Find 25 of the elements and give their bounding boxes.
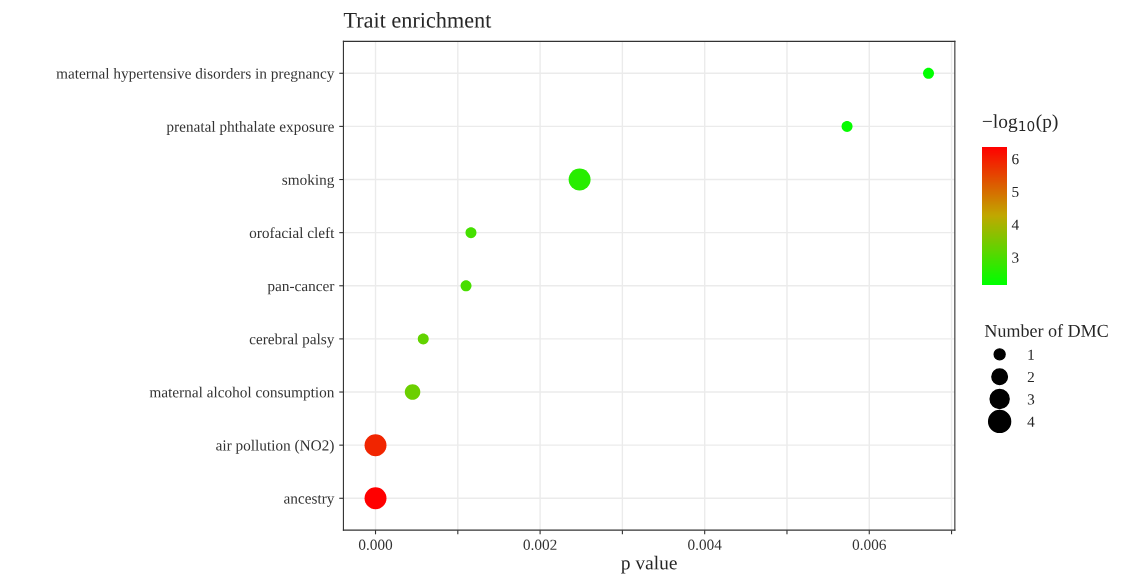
legend-label: 4	[1027, 416, 1035, 427]
x-tick-label: 0.000	[358, 539, 393, 550]
y-tick-label: orofacial cleft	[249, 227, 335, 239]
legend-label: 2	[1027, 371, 1034, 383]
color-bar-label: 6	[1012, 153, 1019, 165]
y-tick-label: ancestry	[284, 494, 335, 507]
color-bar-label: 3	[1012, 252, 1019, 263]
x-tick-label: 0.002	[523, 539, 557, 550]
x-axis-title: p value	[621, 555, 677, 574]
y-tick-label: smoking	[282, 174, 335, 189]
y-tick-label: air pollution (NO2)	[216, 439, 334, 454]
y-tick-label: cerebral palsy	[249, 333, 335, 348]
y-tick-label: maternal alcohol consumption	[149, 386, 335, 401]
x-tick-label: 0.004	[688, 539, 722, 550]
x-tick-label: 0.006	[852, 539, 886, 550]
chart-title: Trait enrichment	[343, 12, 492, 28]
y-tick-label: prenatal phthalate exposure	[166, 121, 334, 135]
legend-label: 3	[1027, 394, 1035, 405]
legend-label: 1	[1028, 349, 1034, 360]
y-tick-label: maternal hypertensive disorders in pregnancy	[56, 67, 335, 82]
color-bar-label: 4	[1011, 219, 1019, 230]
y-tick-label: pan-cancer	[267, 283, 335, 295]
color-bar-title: −log$_{10}$(p)	[982, 114, 1058, 133]
legend-title: Number of DMC	[984, 324, 1108, 337]
color-bar-label: 5	[1012, 186, 1019, 198]
